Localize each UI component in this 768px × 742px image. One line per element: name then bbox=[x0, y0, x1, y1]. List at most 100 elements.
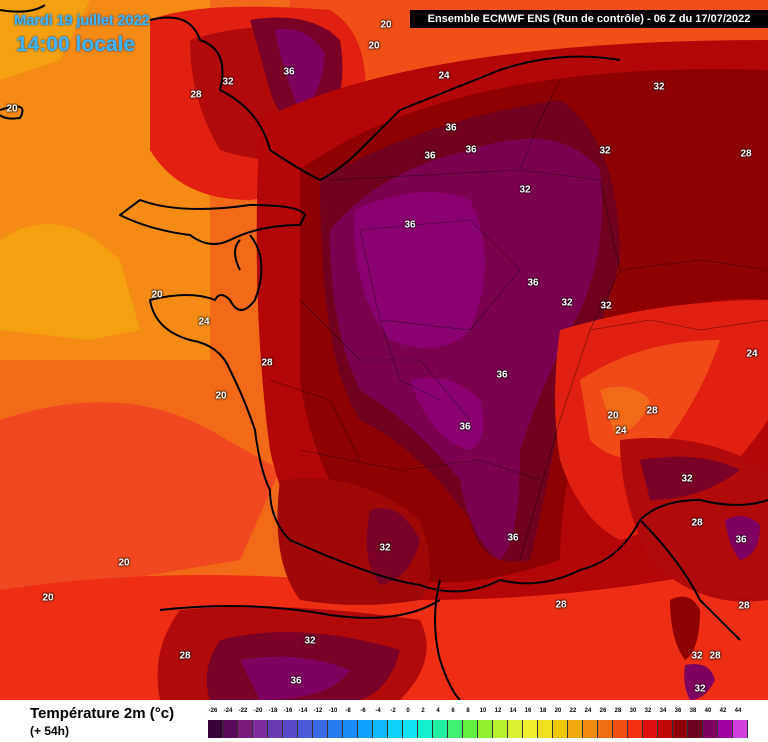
scale-tick-label: 40 bbox=[704, 708, 712, 714]
scale-swatch bbox=[358, 720, 373, 738]
temperature-label: 24 bbox=[438, 70, 450, 82]
scale-tick-label: 36 bbox=[674, 708, 682, 714]
legend-footer: Température 2m (°c) (+ 54h) -26 -24 -22 -20… bbox=[0, 700, 768, 742]
color-scale: -26 -24 -22 -20 -18 -16 -14 -12 -10 -8 -6 -4 -2 0 2 4 6 8… bbox=[208, 708, 748, 742]
scale-tick-label: -14 bbox=[298, 708, 308, 714]
scale-swatch bbox=[418, 720, 433, 738]
scale-swatch bbox=[388, 720, 403, 738]
scale-tick-label: 34 bbox=[659, 708, 667, 714]
temperature-label: 36 bbox=[496, 369, 508, 381]
temperature-label: 32 bbox=[694, 683, 706, 695]
temperature-label: 28 bbox=[190, 89, 202, 101]
temperature-label: 36 bbox=[404, 219, 416, 231]
scale-swatch bbox=[598, 720, 613, 738]
temperature-label: 32 bbox=[222, 76, 234, 88]
scale-tick-label: 44 bbox=[734, 708, 742, 714]
scale-tick-label: -10 bbox=[328, 708, 338, 714]
scale-tick-label: 12 bbox=[494, 708, 502, 714]
temperature-label: 20 bbox=[607, 410, 619, 422]
temperature-label: 32 bbox=[653, 81, 665, 93]
scale-swatch bbox=[673, 720, 688, 738]
temperature-label: 28 bbox=[261, 357, 273, 369]
scale-swatch bbox=[268, 720, 283, 738]
temperature-label: 32 bbox=[561, 297, 573, 309]
scale-swatch bbox=[208, 720, 223, 738]
scale-swatch bbox=[523, 720, 538, 738]
scale-swatch bbox=[448, 720, 463, 738]
scale-swatch bbox=[223, 720, 238, 738]
scale-tick-label: 0 bbox=[406, 708, 410, 714]
scale-swatch bbox=[373, 720, 388, 738]
temperature-label: 20 bbox=[215, 390, 227, 402]
temperature-label: 28 bbox=[738, 600, 750, 612]
scale-tick-label: 6 bbox=[451, 708, 455, 714]
temperature-label: 28 bbox=[555, 599, 567, 611]
scale-tick-label: 2 bbox=[421, 708, 425, 714]
temperature-label: 32 bbox=[599, 145, 611, 157]
scale-swatch bbox=[658, 720, 673, 738]
temperature-label: 28 bbox=[691, 517, 703, 529]
temperature-label: 36 bbox=[459, 421, 471, 433]
scale-tick-label: 14 bbox=[509, 708, 517, 714]
forecast-date: Mardi 19 juillet 2022 bbox=[14, 12, 150, 29]
temperature-label: 32 bbox=[379, 542, 391, 554]
scale-swatch bbox=[568, 720, 583, 738]
temperature-label: 28 bbox=[179, 650, 191, 662]
scale-tick-label: 24 bbox=[584, 708, 592, 714]
temperature-label: 20 bbox=[118, 557, 130, 569]
scale-tick-label: -24 bbox=[223, 708, 233, 714]
scale-tick-label: 8 bbox=[466, 708, 470, 714]
scale-tick-label: 42 bbox=[719, 708, 727, 714]
temperature-map: Mardi 19 juillet 2022 14:00 locale Ensem… bbox=[0, 0, 768, 700]
temperature-label: 36 bbox=[507, 532, 519, 544]
scale-swatch bbox=[718, 720, 733, 738]
scale-swatch bbox=[553, 720, 568, 738]
scale-swatch bbox=[628, 720, 643, 738]
temperature-label: 36 bbox=[527, 277, 539, 289]
scale-swatch bbox=[478, 720, 493, 738]
scale-tick-label: 4 bbox=[436, 708, 440, 714]
scale-swatch bbox=[643, 720, 658, 738]
temperature-label: 24 bbox=[198, 316, 210, 328]
scale-tick-label: 38 bbox=[689, 708, 697, 714]
temperature-label: 20 bbox=[368, 40, 380, 52]
model-run-banner: Ensemble ECMWF ENS (Run de contrôle) - 0… bbox=[410, 10, 768, 28]
temperature-label: 24 bbox=[615, 425, 627, 437]
scale-tick-label: -8 bbox=[345, 708, 351, 714]
temperature-label: 20 bbox=[151, 289, 163, 301]
scale-tick-label: 22 bbox=[569, 708, 577, 714]
scale-tick-label: -26 bbox=[208, 708, 218, 714]
temperature-label: 32 bbox=[600, 300, 612, 312]
temperature-label: 28 bbox=[709, 650, 721, 662]
scale-tick-label: 16 bbox=[524, 708, 532, 714]
temperature-label: 20 bbox=[42, 592, 54, 604]
scale-swatch bbox=[253, 720, 268, 738]
scale-tick-label: -6 bbox=[360, 708, 366, 714]
scale-tick-label: 30 bbox=[629, 708, 637, 714]
scale-swatch bbox=[328, 720, 343, 738]
scale-tick-label: 28 bbox=[614, 708, 622, 714]
scale-tick-label: -22 bbox=[238, 708, 248, 714]
legend-title: Température 2m (°c) bbox=[30, 705, 175, 722]
scale-tick-label: -20 bbox=[253, 708, 263, 714]
scale-tick-label: 20 bbox=[554, 708, 562, 714]
temperature-label: 28 bbox=[646, 405, 658, 417]
temperature-label: 36 bbox=[290, 675, 302, 687]
scale-swatch bbox=[493, 720, 508, 738]
scale-swatch bbox=[298, 720, 313, 738]
scale-swatch bbox=[733, 720, 748, 738]
scale-swatch bbox=[343, 720, 358, 738]
temperature-label: 32 bbox=[519, 184, 531, 196]
scale-swatch bbox=[283, 720, 298, 738]
scale-swatch bbox=[583, 720, 598, 738]
scale-swatch bbox=[238, 720, 253, 738]
scale-tick-label: -18 bbox=[268, 708, 278, 714]
scale-tick-label: -4 bbox=[375, 708, 381, 714]
scale-tick-label: 10 bbox=[479, 708, 487, 714]
scale-tick-label: -16 bbox=[283, 708, 293, 714]
scale-swatch bbox=[703, 720, 718, 738]
scale-tick-label: -12 bbox=[313, 708, 323, 714]
forecast-time: 14:00 locale bbox=[16, 33, 136, 56]
scale-swatch bbox=[688, 720, 703, 738]
temperature-label: 32 bbox=[304, 635, 316, 647]
